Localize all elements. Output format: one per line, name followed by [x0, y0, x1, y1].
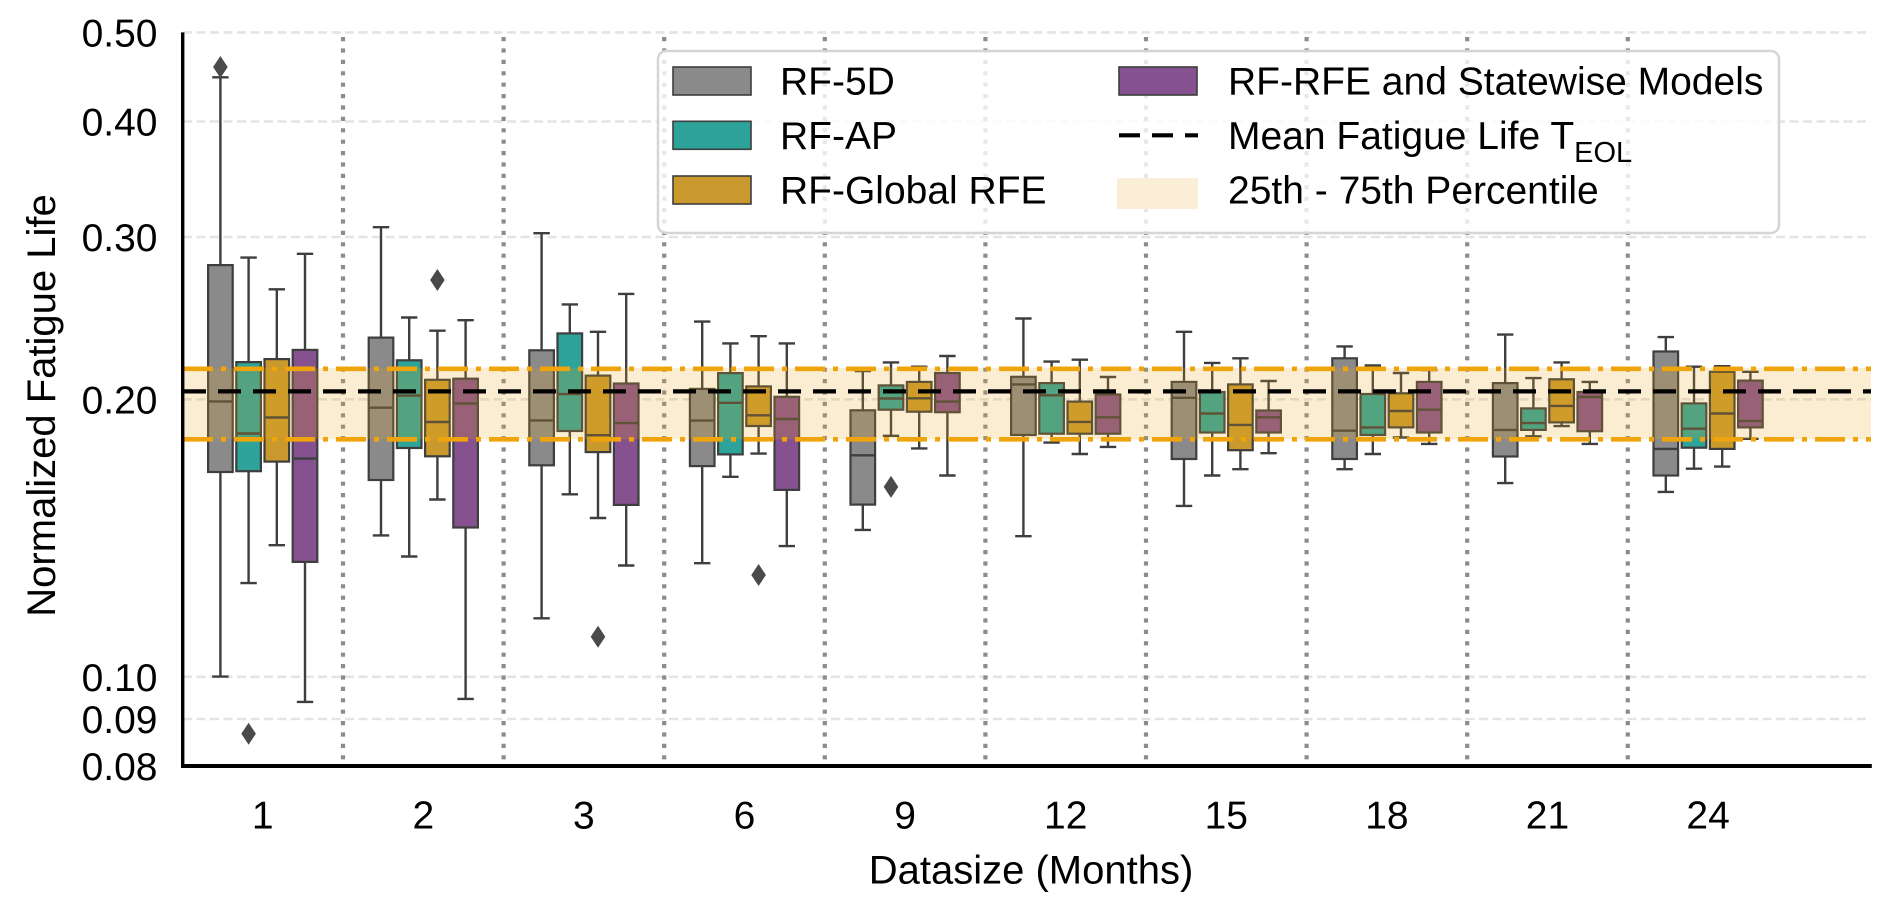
svg-text:RF-5D: RF-5D	[780, 61, 895, 104]
svg-text:1: 1	[252, 795, 274, 838]
svg-text:0.20: 0.20	[82, 379, 158, 422]
svg-text:0.30: 0.30	[82, 217, 158, 260]
svg-text:RF-AP: RF-AP	[780, 115, 897, 158]
svg-text:Normalized Fatigue Life: Normalized Fatigue Life	[20, 194, 64, 616]
svg-text:15: 15	[1205, 795, 1248, 838]
svg-text:RF-RFE and Statewise Models: RF-RFE and Statewise Models	[1228, 61, 1763, 104]
svg-text:2: 2	[412, 795, 434, 838]
svg-text:0.10: 0.10	[82, 657, 158, 700]
svg-text:12: 12	[1044, 795, 1087, 838]
svg-text:0.09: 0.09	[82, 699, 158, 742]
svg-text:21: 21	[1526, 795, 1569, 838]
svg-text:Datasize (Months): Datasize (Months)	[869, 849, 1194, 893]
svg-text:RF-Global RFE: RF-Global RFE	[780, 170, 1047, 213]
svg-text:18: 18	[1365, 795, 1408, 838]
svg-text:25th - 75th Percentile: 25th - 75th Percentile	[1228, 170, 1599, 213]
svg-text:0.50: 0.50	[82, 12, 158, 55]
svg-text:9: 9	[894, 795, 916, 838]
svg-text:24: 24	[1686, 795, 1729, 838]
svg-text:0.40: 0.40	[82, 102, 158, 145]
svg-text:6: 6	[734, 795, 756, 838]
svg-text:3: 3	[573, 795, 595, 838]
svg-text:0.08: 0.08	[82, 746, 158, 789]
